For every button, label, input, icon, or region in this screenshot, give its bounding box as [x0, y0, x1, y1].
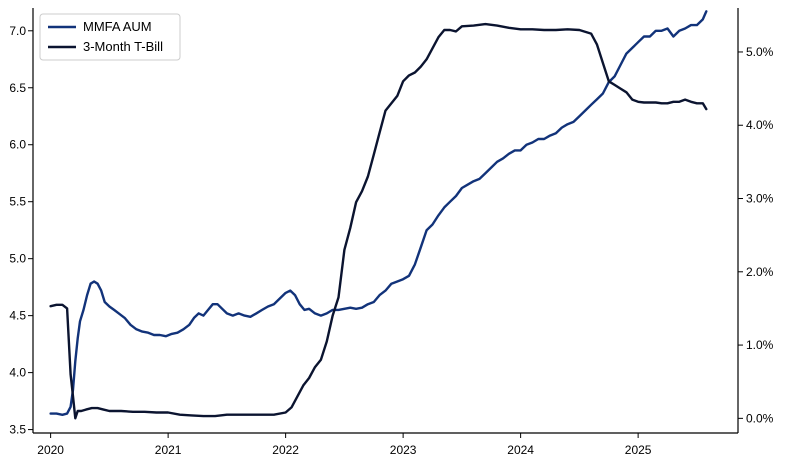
y-left-tick-label: 5.5	[9, 195, 26, 209]
y-right-tick-label: 0.0%	[746, 411, 774, 425]
x-tick-label: 2021	[155, 443, 182, 457]
x-tick-label: 2024	[507, 443, 534, 457]
y-left-tick-label: 4.5	[9, 309, 26, 323]
y-left-tick-label: 6.0	[9, 138, 26, 152]
y-left-tick-label: 6.5	[9, 81, 26, 95]
x-tick-label: 2022	[272, 443, 299, 457]
legend-label-mmfa: MMFA AUM	[83, 19, 152, 34]
y-right-tick-label: 3.0%	[746, 192, 774, 206]
series-line-3-month-t-bill	[49, 22, 708, 420]
y-right-tick-label: 5.0%	[746, 45, 774, 59]
legend-label-tbill: 3-Month T-Bill	[83, 39, 163, 54]
x-tick-label: 2020	[37, 443, 64, 457]
legend-frame	[39, 13, 181, 61]
y-left-tick-label: 7.0	[9, 24, 26, 38]
y-right-tick-label: 2.0%	[746, 265, 774, 279]
series-line-mmfa-aum	[49, 10, 708, 416]
y-right-tick-label: 4.0%	[746, 118, 774, 132]
legend: MMFA AUM 3-Month T-Bill	[39, 13, 181, 61]
y-left-tick-label: 3.5	[9, 423, 26, 437]
x-tick-label: 2023	[390, 443, 417, 457]
axes-group: 2020 2021 2022 2023 2024 2025 3.5 4.0 4.5 5.0 5.5 6…	[9, 8, 774, 457]
y-right-tick-label: 1.0%	[746, 338, 774, 352]
y-left-tick-label: 4.0	[9, 366, 26, 380]
x-tick-label: 2025	[625, 443, 652, 457]
series-group	[49, 10, 708, 420]
y-left-tick-label: 5.0	[9, 252, 26, 266]
